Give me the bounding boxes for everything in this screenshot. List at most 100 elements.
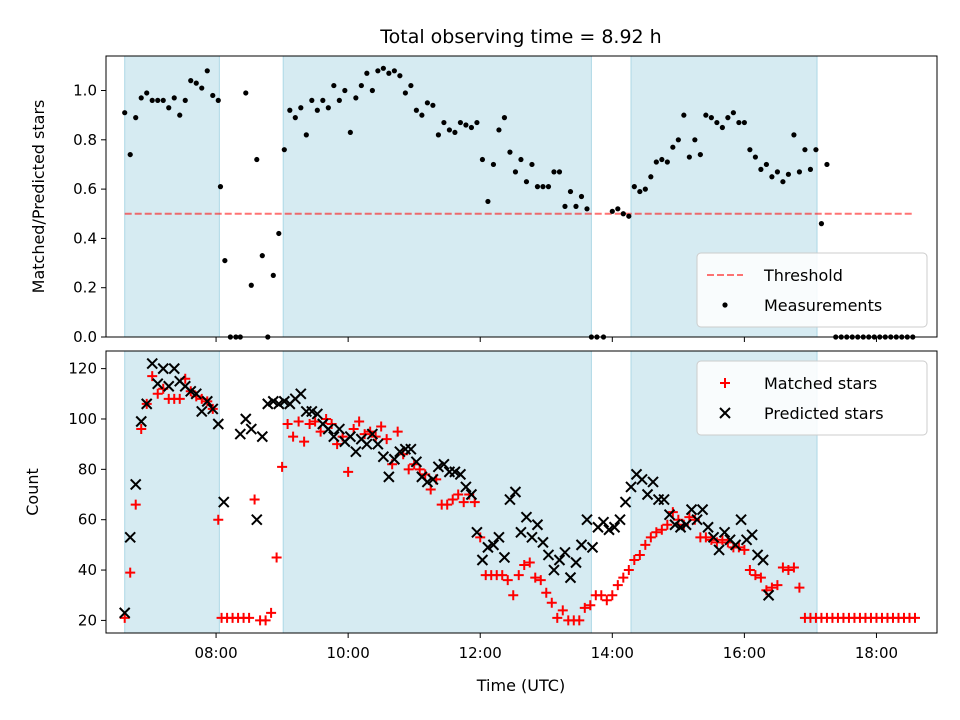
matched-point <box>260 615 271 626</box>
matched-point <box>130 499 141 510</box>
predicted-point <box>531 519 544 531</box>
measurement-point <box>763 161 769 168</box>
matched-point <box>381 434 392 445</box>
measurement-point <box>626 213 632 219</box>
measurement-point <box>413 107 419 113</box>
matched-point <box>442 499 453 510</box>
matched-point <box>634 549 645 560</box>
measurement-point <box>578 193 585 200</box>
predicted-point <box>256 430 269 443</box>
measurement-point <box>545 184 552 190</box>
measurement-point <box>408 82 414 89</box>
measurement-point <box>402 90 408 96</box>
y-axis-title: Count <box>23 468 42 516</box>
predicted-point <box>350 446 362 458</box>
measurement-point <box>551 169 557 175</box>
measurement-point <box>818 221 825 227</box>
predicted-point <box>636 473 648 486</box>
legend-label: Threshold <box>763 266 843 285</box>
series-predicted-stars <box>119 357 775 619</box>
matched-point <box>700 532 711 543</box>
matched-point <box>508 590 519 601</box>
measurement-point <box>276 230 282 237</box>
measurement-point <box>637 188 643 195</box>
measurement-point <box>714 119 720 126</box>
y-tick-label: 60 <box>78 511 97 529</box>
measurement-point <box>160 97 166 103</box>
y-tick-label: 40 <box>78 561 97 579</box>
measurement-point <box>215 97 221 103</box>
matched-point <box>453 489 464 500</box>
measurement-point <box>730 110 736 116</box>
matched-point <box>788 562 799 573</box>
predicted-point <box>498 551 511 564</box>
matched-point <box>376 421 387 432</box>
measurement-point <box>149 97 155 103</box>
matched-point <box>288 431 299 442</box>
measurement-point <box>697 151 703 158</box>
predicted-point <box>135 415 147 428</box>
matched-point <box>662 519 673 530</box>
matched-point <box>282 419 293 430</box>
measurement-point <box>573 203 579 209</box>
measurement-point <box>380 65 386 71</box>
measurement-point <box>725 115 731 121</box>
measurement-point <box>736 119 742 126</box>
matched-point <box>744 565 755 576</box>
matched-point <box>651 527 662 538</box>
predicted-point <box>234 428 246 440</box>
measurement-point <box>642 186 648 192</box>
measurement-point <box>199 85 205 91</box>
measurement-point <box>631 184 637 190</box>
predicted-point <box>251 513 263 526</box>
matched-point <box>755 572 766 583</box>
predicted-point <box>476 554 489 566</box>
measurement-point <box>358 82 364 89</box>
predicted-point <box>614 513 626 526</box>
measurement-point <box>703 112 709 118</box>
matched-point <box>601 595 612 606</box>
measurement-point <box>254 156 260 163</box>
matched-point <box>359 429 370 440</box>
matched-point <box>271 552 282 563</box>
measurement-point <box>664 159 670 165</box>
measurement-point <box>796 169 803 175</box>
measurement-point <box>248 282 254 288</box>
y-tick-label: 20 <box>78 611 97 629</box>
predicted-point <box>322 423 335 435</box>
y-tick-label: 1.0 <box>73 82 97 100</box>
measurement-point <box>446 127 453 133</box>
plot-frame-1 <box>105 350 938 634</box>
measurement-point <box>518 156 524 163</box>
measurement-point <box>210 92 216 99</box>
measurement-point <box>496 127 502 133</box>
predicted-point <box>564 571 577 584</box>
predicted-point <box>581 513 593 526</box>
matched-point <box>557 605 568 616</box>
predicted-point <box>680 519 692 531</box>
legend-1: Matched stars Predicted stars <box>696 360 928 436</box>
measurement-point <box>479 156 486 163</box>
matched-point <box>392 426 403 437</box>
legend-box <box>696 360 928 436</box>
predicted-point <box>218 496 230 508</box>
predicted-point <box>658 493 670 506</box>
predicted-point <box>333 423 346 435</box>
predicted-point <box>344 430 357 443</box>
matched-point <box>321 413 332 424</box>
measurement-point <box>342 87 348 94</box>
count-panel: 20 40 60 80 100 120 08:00 10:00 12:00 14:00 16:00 1… <box>23 350 938 662</box>
predicted-point <box>575 539 588 551</box>
measurement-point <box>369 87 375 94</box>
predicted-point <box>597 516 610 528</box>
matched-point <box>152 388 163 399</box>
y-tick-label: 120 <box>68 360 97 378</box>
measurement-point <box>507 149 513 155</box>
measurement-point <box>708 115 714 121</box>
measurement-point <box>719 124 725 131</box>
predicted-point <box>685 503 698 516</box>
matched-point <box>277 461 288 472</box>
y-tick-label: 0.2 <box>73 279 97 297</box>
matched-point <box>711 537 722 548</box>
measurement-point <box>774 169 781 175</box>
